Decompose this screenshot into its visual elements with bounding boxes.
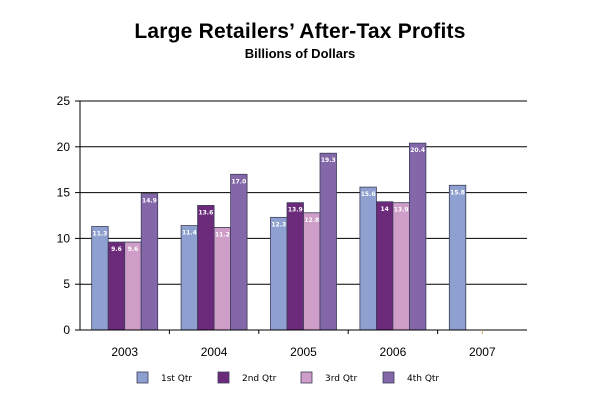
y-tick-label: 10: [57, 231, 71, 245]
bar-3rd-qtr-2005: [303, 212, 321, 331]
y-tick-label: 5: [63, 277, 70, 291]
data-label: 11.2: [215, 231, 230, 238]
y-tick-label: 25: [57, 94, 71, 108]
data-label: 19.3: [321, 157, 336, 164]
bar-1st-qtr-2004: [180, 225, 199, 331]
x-tick-label: 2006: [380, 345, 407, 359]
data-label: 12.8: [304, 217, 319, 224]
chart-title: Large Retailers’ After-Tax Profits: [134, 20, 466, 43]
bar-1st-qtr-2003: [91, 226, 109, 331]
legend-label: 3rd Qtr: [325, 374, 357, 384]
bar-1st-qtr-2005: [270, 216, 288, 331]
bar-2nd-qtr-2006: [375, 201, 394, 331]
bars-layer: 11.39.6 9.614.911.413.611.217.012.313.912…: [91, 142, 467, 331]
data-label: 20.4: [410, 147, 425, 154]
chart-subtitle: Billions of Dollars: [244, 46, 356, 61]
data-label: 9.6: [128, 246, 139, 253]
data-label: 17.0: [231, 178, 246, 185]
legend-label: 2nd Qtr: [242, 374, 277, 384]
legend-label: 4th Qtr: [407, 374, 439, 384]
data-label: 13.9: [394, 207, 409, 214]
bar-4th-qtr-2004: [230, 173, 248, 331]
data-label: 9.6: [111, 246, 122, 253]
bar-2nd-qtr-2005: [286, 202, 304, 331]
y-tick-label: 15: [57, 186, 71, 200]
bar-3rd-qtr-2006: [392, 202, 410, 331]
legend: 1st Qtr 2nd Qtr 3rd Qtr 4th Qtr: [136, 371, 439, 384]
bar-1st-qtr-2007: [448, 184, 467, 331]
bar-4th-qtr-2003: [140, 193, 159, 331]
data-label: 14: [380, 206, 388, 213]
data-label: 15.8: [450, 189, 465, 196]
bar-4th-qtr-2006: [408, 142, 427, 331]
x-tick-label: 2007: [469, 345, 496, 359]
bar-3rd-qtr-2003: [124, 241, 142, 331]
legend-swatch-4th-qtr: [382, 371, 395, 384]
axis-layer: 0 5 10 15 20 25 2003 2004 2005 2006 2007: [57, 94, 527, 359]
data-label: 13.9: [288, 207, 303, 214]
legend-swatch-1st-qtr: [136, 371, 149, 384]
legend-swatch-2nd-qtr: [217, 371, 230, 384]
legend-swatch-3rd-qtr: [300, 371, 313, 384]
data-label: 12.3: [271, 221, 286, 228]
data-label: 11.4: [182, 230, 197, 237]
bar-2nd-qtr-2004: [197, 205, 215, 331]
bar-3rd-qtr-2004: [213, 227, 232, 331]
y-tick-label: 20: [57, 140, 71, 154]
bar-2nd-qtr-2003: [107, 241, 126, 331]
x-tick-label: 2003: [111, 345, 138, 359]
data-label: 13.6: [198, 209, 213, 216]
bar-4th-qtr-2005: [319, 152, 337, 331]
data-label: 14.9: [142, 198, 157, 205]
x-tick-label: 2005: [290, 345, 317, 359]
data-label: 15.6: [361, 191, 376, 198]
x-tick-label: 2004: [201, 345, 228, 359]
legend-label: 1st Qtr: [161, 374, 192, 384]
y-tick-label: 0: [63, 323, 70, 337]
bar-1st-qtr-2006: [359, 186, 377, 331]
data-label: 11.3: [93, 230, 108, 237]
